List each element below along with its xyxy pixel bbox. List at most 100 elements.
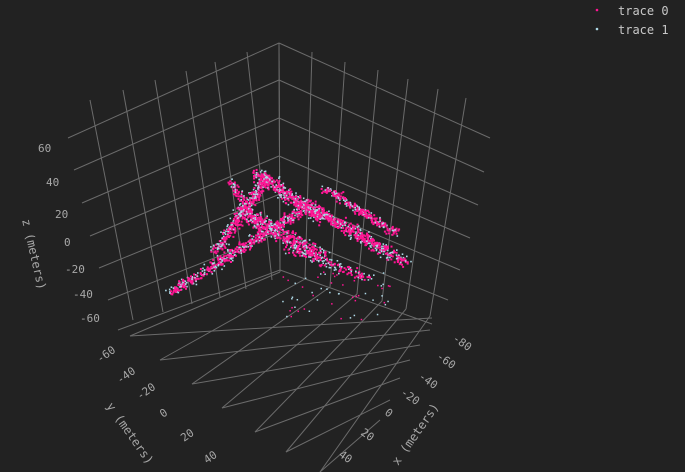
point-trace-1 <box>262 186 264 189</box>
point-trace-0 <box>237 220 240 222</box>
point-trace-1 <box>329 291 331 294</box>
point-trace-1 <box>297 196 299 198</box>
point-trace-1 <box>255 190 258 193</box>
point-trace-0 <box>233 231 236 234</box>
point-trace-1 <box>267 231 269 233</box>
point-trace-1 <box>319 246 321 249</box>
point-trace-0 <box>245 242 247 245</box>
point-trace-0 <box>292 242 295 245</box>
point-trace-0 <box>376 252 379 255</box>
point-trace-0 <box>357 294 360 297</box>
point-trace-0 <box>258 193 261 196</box>
legend-item-trace-1[interactable]: trace 1 <box>595 23 669 37</box>
point-trace-1 <box>381 247 383 250</box>
point-trace-0 <box>389 285 391 288</box>
point-trace-0 <box>246 245 249 248</box>
point-trace-0 <box>260 191 263 194</box>
point-trace-0 <box>368 216 371 219</box>
point-trace-0 <box>252 226 255 229</box>
point-trace-0 <box>178 280 181 283</box>
point-trace-0 <box>255 220 258 222</box>
point-trace-1 <box>257 185 260 187</box>
point-trace-0 <box>325 211 328 214</box>
point-trace-0 <box>285 190 288 193</box>
point-trace-0 <box>278 233 280 236</box>
point-trace-0 <box>380 222 383 225</box>
point-trace-0 <box>285 246 287 249</box>
point-trace-1 <box>291 296 294 298</box>
point-trace-1 <box>359 232 362 235</box>
point-trace-0 <box>274 227 277 229</box>
point-trace-0 <box>331 264 334 267</box>
point-trace-0 <box>287 238 290 241</box>
point-trace-0 <box>312 259 315 262</box>
point-trace-1 <box>270 223 272 225</box>
point-trace-1 <box>316 299 319 301</box>
point-trace-0 <box>350 274 353 276</box>
point-trace-1 <box>298 236 301 238</box>
point-trace-0 <box>287 196 290 199</box>
point-trace-1 <box>282 222 285 224</box>
point-trace-0 <box>364 214 367 217</box>
point-trace-0 <box>291 210 294 213</box>
point-trace-0 <box>260 216 263 219</box>
point-trace-0 <box>301 204 304 207</box>
point-trace-0 <box>293 236 296 238</box>
point-trace-0 <box>367 215 370 218</box>
legend[interactable]: trace 0 trace 1 <box>595 4 669 37</box>
point-trace-0 <box>366 276 369 279</box>
point-trace-1 <box>338 272 340 275</box>
point-trace-0 <box>328 218 331 221</box>
point-trace-1 <box>229 252 232 255</box>
point-trace-0 <box>370 239 373 242</box>
point-trace-0 <box>319 248 322 251</box>
point-trace-0 <box>385 246 388 249</box>
point-trace-0 <box>349 206 352 209</box>
point-trace-1 <box>382 272 385 274</box>
point-trace-0 <box>174 287 177 290</box>
point-trace-0 <box>282 237 285 240</box>
point-trace-0 <box>263 181 266 183</box>
x-tick: -80 <box>450 332 474 354</box>
point-trace-0 <box>299 210 301 213</box>
point-trace-0 <box>335 200 338 203</box>
point-trace-0 <box>233 213 236 215</box>
point-trace-0 <box>174 288 177 291</box>
point-trace-0 <box>341 221 344 224</box>
z-tick: -40 <box>73 288 93 301</box>
point-trace-0 <box>383 230 386 233</box>
point-trace-1 <box>210 267 213 269</box>
point-trace-1 <box>278 190 281 193</box>
point-trace-0 <box>377 246 380 249</box>
point-trace-0 <box>370 249 373 252</box>
point-trace-1 <box>358 206 360 208</box>
legend-item-trace-0[interactable]: trace 0 <box>595 4 669 18</box>
point-trace-0 <box>351 296 354 299</box>
point-trace-0 <box>320 263 323 266</box>
point-trace-0 <box>344 216 347 219</box>
point-trace-0 <box>318 204 321 207</box>
point-trace-0 <box>360 211 362 214</box>
point-trace-1 <box>325 213 328 216</box>
point-trace-0 <box>258 199 261 201</box>
point-trace-1 <box>332 215 334 218</box>
point-trace-1 <box>378 251 380 254</box>
point-trace-0 <box>280 234 283 237</box>
point-trace-1 <box>277 234 280 237</box>
point-trace-0 <box>233 181 236 184</box>
point-trace-0 <box>342 284 344 286</box>
point-trace-0 <box>282 229 285 232</box>
point-trace-1 <box>277 197 279 199</box>
point-trace-0 <box>287 199 290 202</box>
point-trace-0 <box>386 247 389 250</box>
point-trace-0 <box>342 227 345 229</box>
point-trace-0 <box>250 192 253 195</box>
point-trace-1 <box>328 210 330 213</box>
point-trace-0 <box>269 176 272 179</box>
point-trace-0 <box>356 206 359 209</box>
point-trace-0 <box>293 253 296 256</box>
point-trace-0 <box>347 204 350 207</box>
point-trace-0 <box>333 275 336 278</box>
point-trace-0 <box>289 219 292 222</box>
